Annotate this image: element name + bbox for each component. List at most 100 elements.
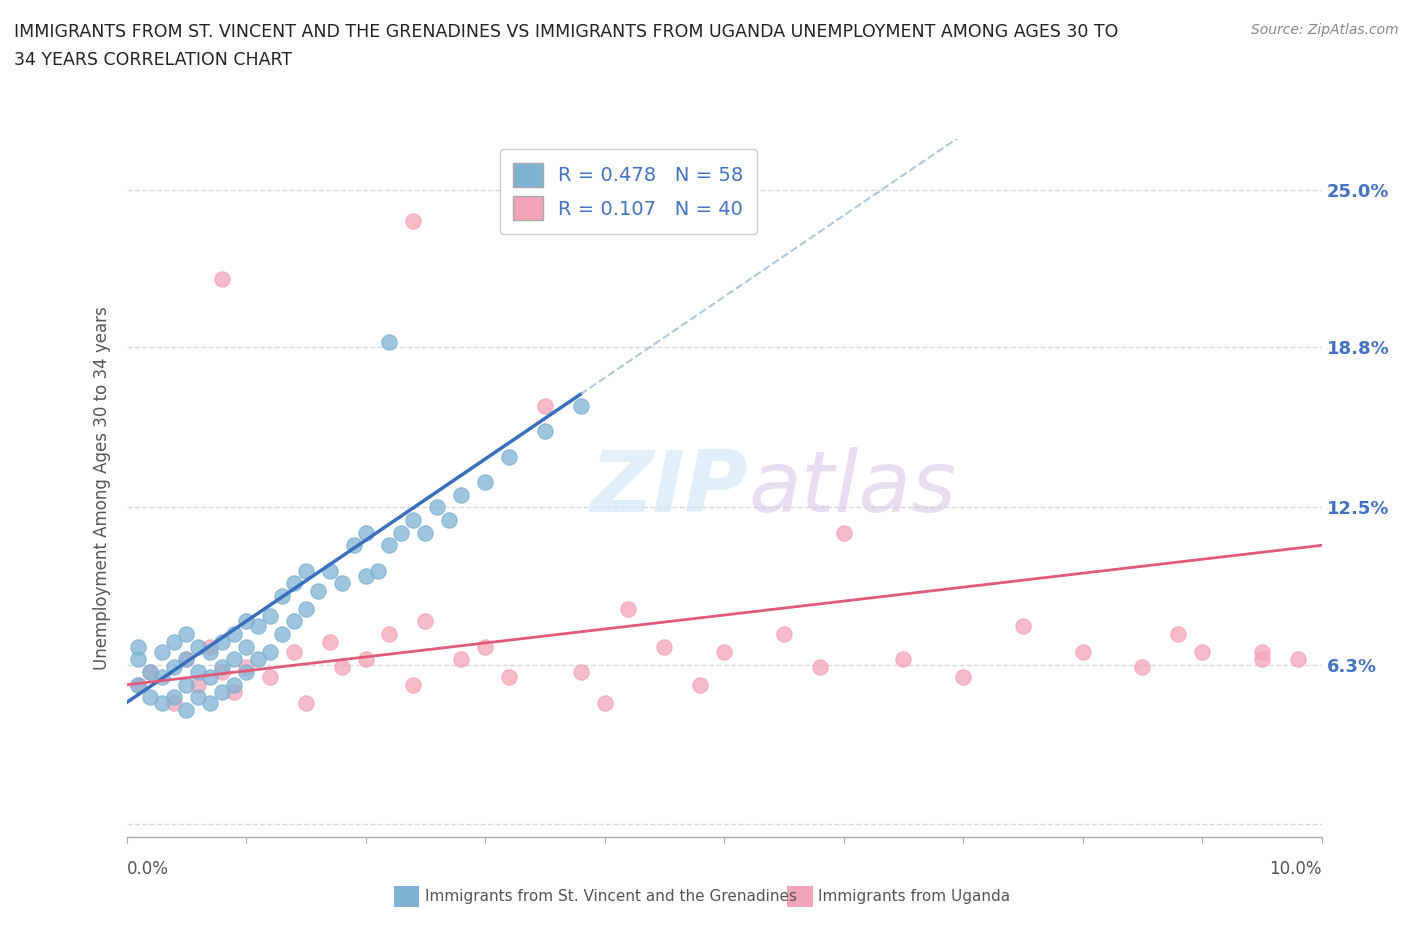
Text: Immigrants from St. Vincent and the Grenadines: Immigrants from St. Vincent and the Gren…	[425, 889, 797, 904]
Point	[235, 614, 257, 629]
Point	[330, 576, 353, 591]
Point	[247, 619, 270, 634]
Point	[200, 695, 222, 710]
Point	[211, 685, 233, 700]
Point	[152, 644, 174, 659]
Point	[222, 652, 246, 667]
Point	[139, 665, 162, 680]
Point	[378, 538, 401, 552]
Point	[318, 634, 342, 649]
Point	[235, 659, 257, 674]
Point	[127, 677, 149, 692]
Point	[1011, 619, 1033, 634]
Point	[318, 564, 342, 578]
Point	[294, 564, 316, 578]
Point	[893, 652, 915, 667]
Point	[283, 576, 305, 591]
Point	[343, 538, 366, 552]
Point	[450, 487, 472, 502]
Point	[247, 652, 270, 667]
Point	[1130, 659, 1153, 674]
Point	[498, 449, 520, 464]
Text: Immigrants from Uganda: Immigrants from Uganda	[818, 889, 1011, 904]
Point	[139, 690, 162, 705]
Point	[127, 652, 149, 667]
Point	[127, 639, 149, 654]
Point	[832, 525, 855, 540]
Point	[259, 644, 281, 659]
Point	[569, 398, 592, 413]
Point	[187, 665, 209, 680]
Point	[366, 564, 388, 578]
Point	[402, 213, 425, 228]
Point	[1191, 644, 1213, 659]
Point	[211, 272, 233, 286]
Point	[152, 670, 174, 684]
Point	[713, 644, 735, 659]
Point	[569, 665, 592, 680]
Point	[689, 677, 711, 692]
Point	[163, 634, 186, 649]
Point	[415, 525, 437, 540]
Point	[1251, 644, 1274, 659]
Point	[127, 677, 149, 692]
Point	[283, 614, 305, 629]
Text: IMMIGRANTS FROM ST. VINCENT AND THE GRENADINES VS IMMIGRANTS FROM UGANDA UNEMPLO: IMMIGRANTS FROM ST. VINCENT AND THE GREN…	[14, 23, 1118, 41]
Legend: R = 0.478   N = 58, R = 0.107   N = 40: R = 0.478 N = 58, R = 0.107 N = 40	[501, 149, 756, 233]
Point	[402, 677, 425, 692]
Text: ZIP: ZIP	[591, 446, 748, 530]
Point	[211, 634, 233, 649]
Point	[235, 639, 257, 654]
Point	[391, 525, 413, 540]
Point	[235, 665, 257, 680]
Point	[773, 627, 796, 642]
Point	[211, 665, 233, 680]
Point	[354, 525, 377, 540]
Point	[474, 639, 496, 654]
Point	[450, 652, 472, 667]
Point	[534, 398, 557, 413]
Text: Source: ZipAtlas.com: Source: ZipAtlas.com	[1251, 23, 1399, 37]
Point	[174, 627, 197, 642]
Point	[498, 670, 520, 684]
Point	[378, 335, 401, 350]
Point	[222, 627, 246, 642]
Point	[259, 609, 281, 624]
Point	[593, 695, 616, 710]
Point	[378, 627, 401, 642]
Y-axis label: Unemployment Among Ages 30 to 34 years: Unemployment Among Ages 30 to 34 years	[93, 306, 111, 671]
Text: atlas: atlas	[748, 446, 956, 530]
Point	[1286, 652, 1309, 667]
Point	[354, 652, 377, 667]
Point	[307, 583, 329, 598]
Point	[652, 639, 675, 654]
Point	[163, 659, 186, 674]
Point	[283, 644, 305, 659]
Point	[174, 652, 197, 667]
Point	[474, 474, 496, 489]
Point	[200, 639, 222, 654]
Point	[174, 703, 197, 718]
Point	[163, 690, 186, 705]
Text: 10.0%: 10.0%	[1270, 860, 1322, 878]
Text: 0.0%: 0.0%	[127, 860, 169, 878]
Text: 34 YEARS CORRELATION CHART: 34 YEARS CORRELATION CHART	[14, 51, 292, 69]
Point	[534, 424, 557, 439]
Point	[354, 568, 377, 583]
Point	[808, 659, 831, 674]
Point	[152, 695, 174, 710]
Point	[415, 614, 437, 629]
Point	[174, 677, 197, 692]
Point	[439, 512, 461, 527]
Point	[187, 690, 209, 705]
Point	[330, 659, 353, 674]
Point	[163, 695, 186, 710]
Point	[952, 670, 974, 684]
Point	[1167, 627, 1189, 642]
Point	[200, 644, 222, 659]
Point	[270, 627, 294, 642]
Point	[402, 512, 425, 527]
Point	[1071, 644, 1094, 659]
Point	[259, 670, 281, 684]
Point	[294, 695, 316, 710]
